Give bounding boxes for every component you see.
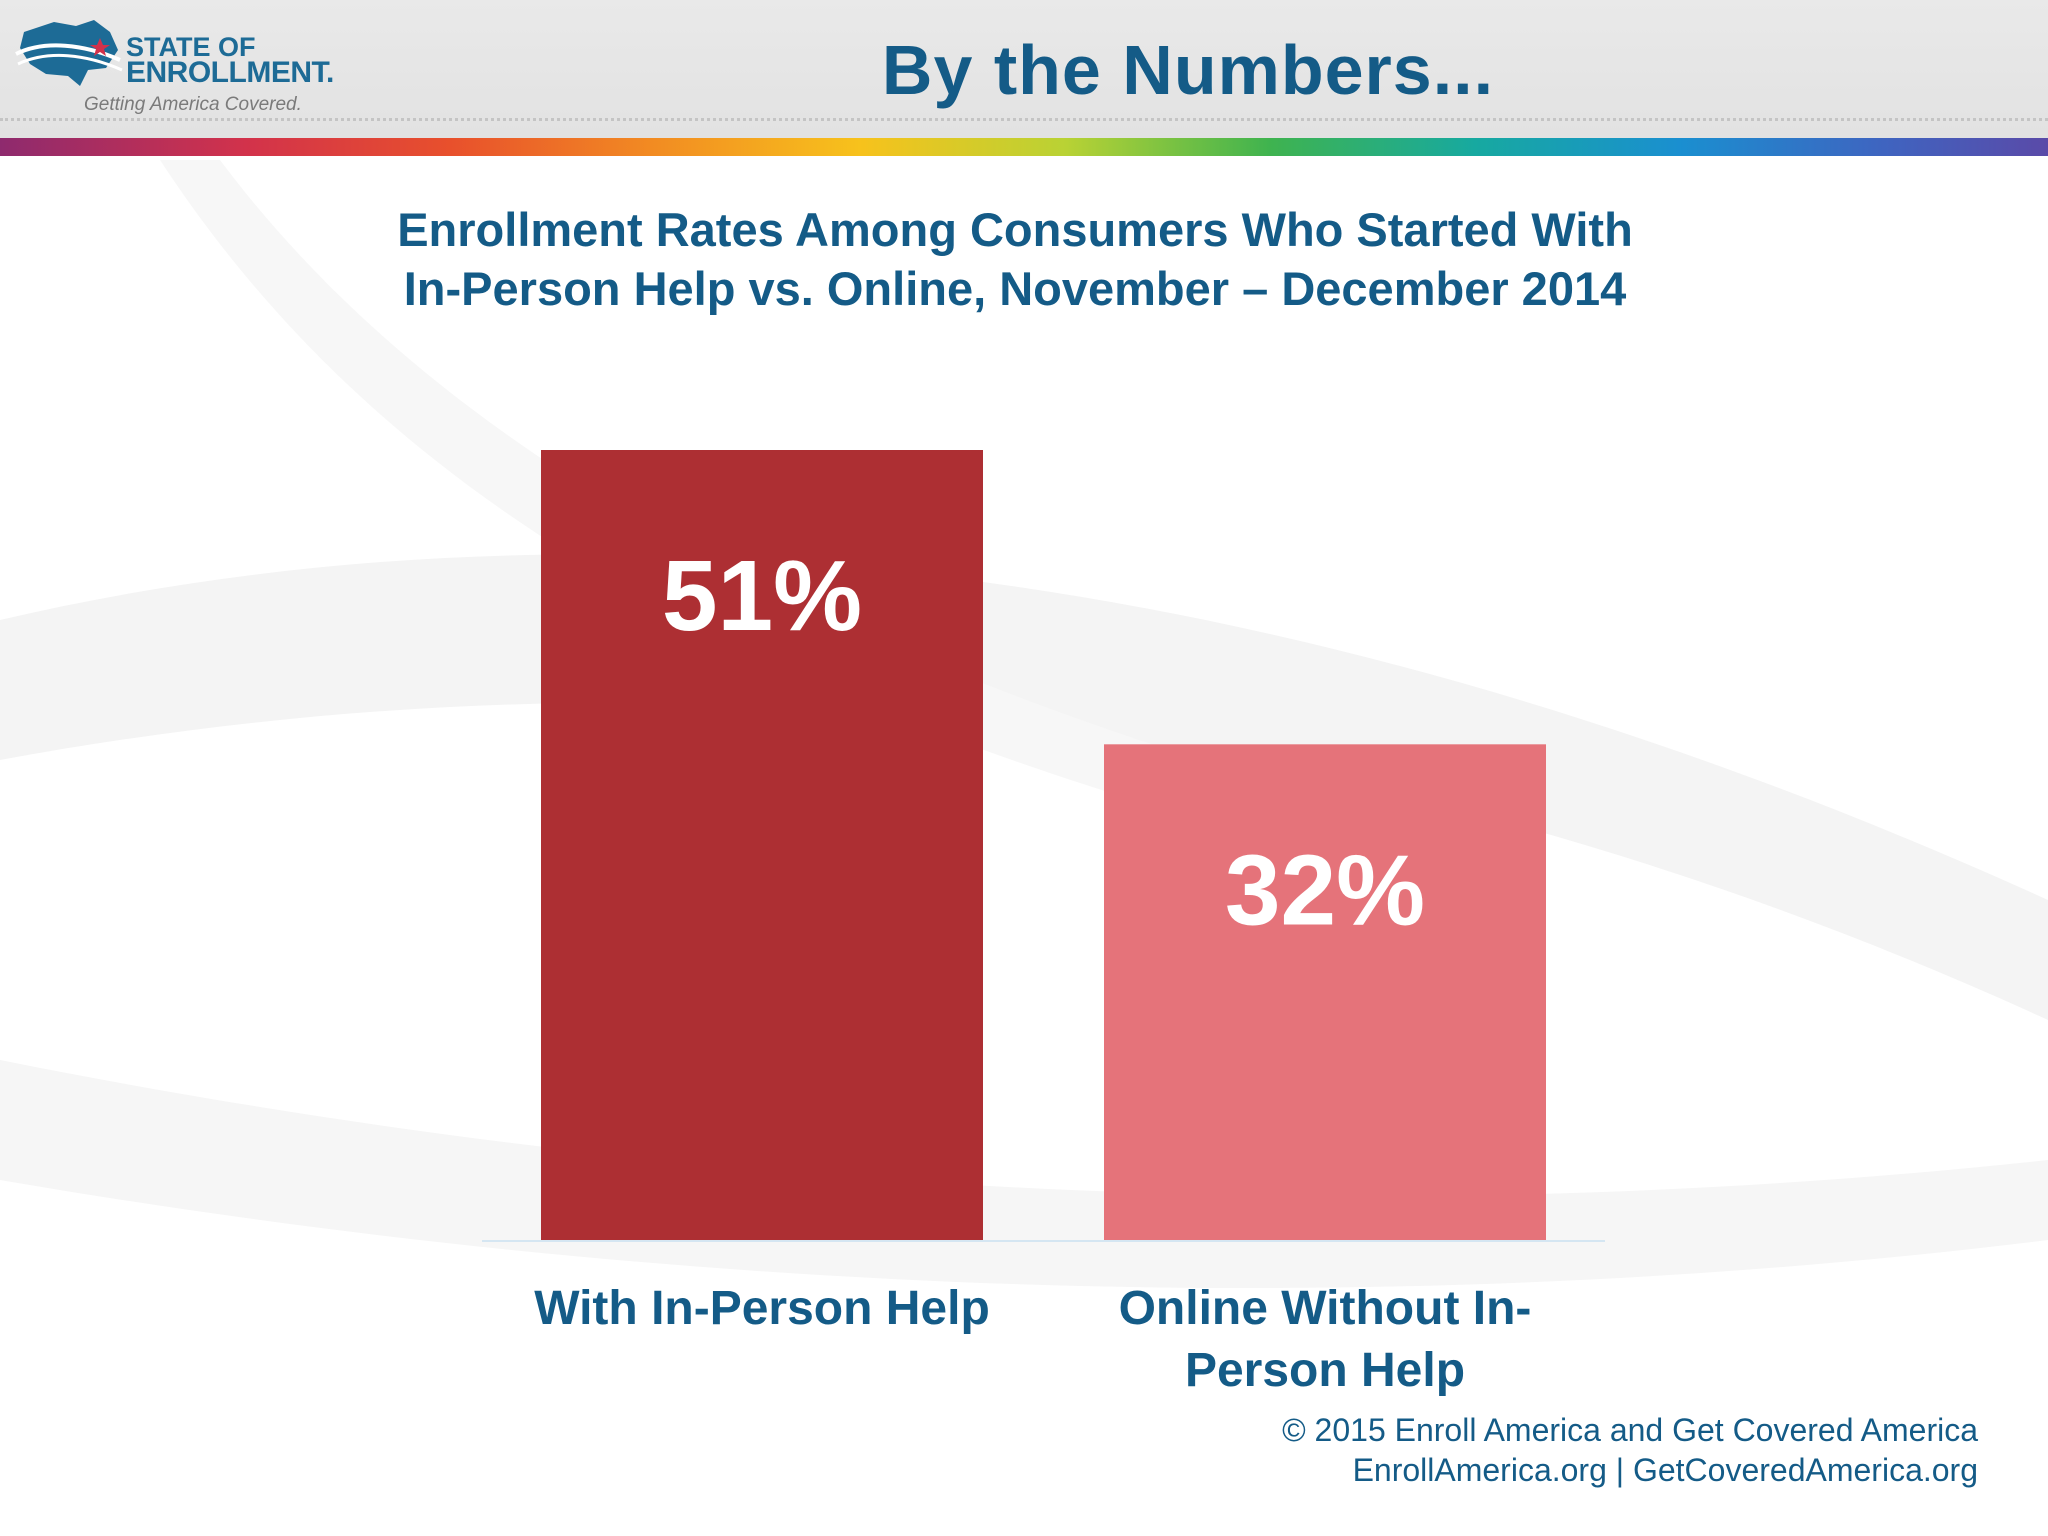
logo-line-1: STATE OF <box>126 32 256 62</box>
state-of-enrollment-logo: STATE OF ENROLLMENT. Getting America Cov… <box>14 10 344 115</box>
page-title-text: By the Numbers... <box>881 31 1495 109</box>
category-label-1: With In-Person Help <box>534 1282 990 1335</box>
category-label-2-line-2: Person Help <box>1185 1344 1465 1397</box>
category-label-2-line-1: Online Without In- <box>1119 1282 1532 1335</box>
rainbow-divider <box>0 138 2048 156</box>
logo-tagline: Getting America Covered. <box>84 94 302 115</box>
page-title: By the Numbers... <box>0 30 2048 110</box>
bar-1 <box>541 450 983 1240</box>
bar-value-label-1: 51% <box>662 540 862 652</box>
chart-title: Enrollment Rates Among Consumers Who Sta… <box>330 200 1700 318</box>
header-band <box>0 0 2048 140</box>
logo-line-2: ENROLLMENT. <box>126 56 334 89</box>
bar-value-label-2: 32% <box>1225 834 1425 946</box>
footer-copyright: © 2015 Enroll America and Get Covered Am… <box>1282 1412 1978 1448</box>
bar-2 <box>1104 744 1546 1240</box>
header-dotted-divider <box>0 118 2048 121</box>
footer: © 2015 Enroll America and Get Covered Am… <box>1282 1410 1978 1490</box>
footer-links: EnrollAmerica.org | GetCoveredAmerica.or… <box>1352 1452 1978 1488</box>
chart-title-line-1: Enrollment Rates Among Consumers Who Sta… <box>397 203 1633 256</box>
us-map-logo-icon <box>15 20 123 86</box>
chart-title-line-2: In-Person Help vs. Online, November – De… <box>403 262 1627 315</box>
